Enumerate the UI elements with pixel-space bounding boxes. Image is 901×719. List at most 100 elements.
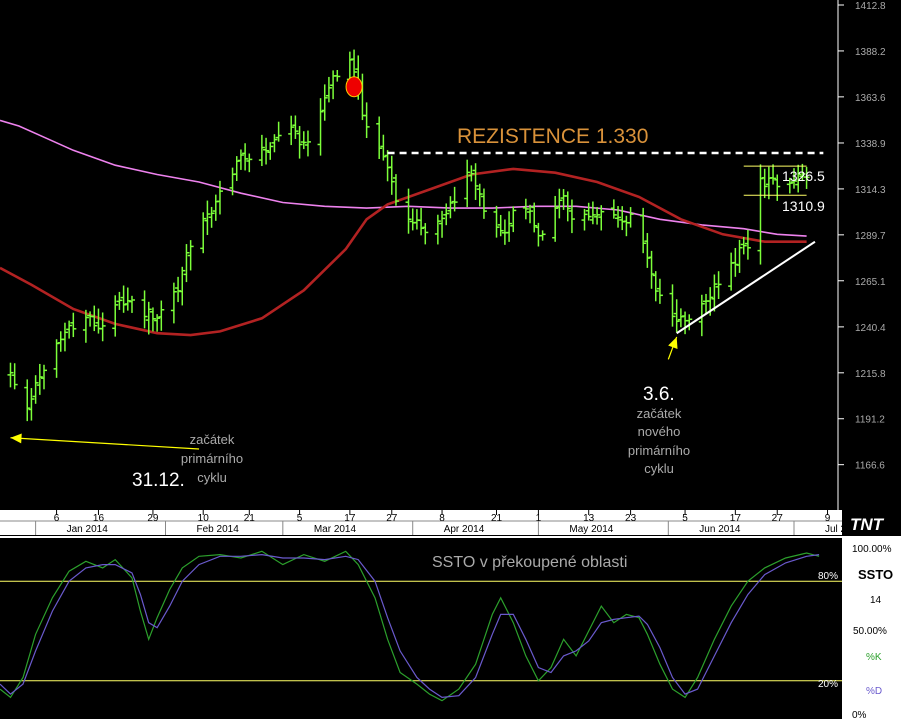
price-bar: [258, 134, 265, 167]
range-high-label: 1326.5: [782, 168, 825, 184]
start-date-label: 31.12.: [132, 470, 185, 491]
price-tick-label: 1215.8: [855, 369, 886, 380]
price-bar: [615, 206, 622, 228]
price-bar: [736, 239, 743, 273]
logo-text: TNT: [850, 515, 885, 534]
new-note-line: nového: [638, 424, 681, 439]
price-bar: [216, 180, 223, 215]
price-bar: [439, 210, 446, 238]
day-tick-label: 6: [54, 513, 60, 524]
ma-short-line: [0, 119, 807, 237]
month-label: Jun 2014: [699, 524, 741, 535]
price-bar: [200, 212, 207, 254]
day-tick-label: 23: [625, 513, 637, 524]
price-bar: [711, 274, 718, 312]
price-bar: [317, 98, 324, 156]
price-bar: [388, 155, 395, 195]
price-bar: [158, 300, 165, 331]
stoch-title: SSTO v překoupené oblasti: [432, 554, 627, 571]
price-bar: [581, 208, 588, 231]
price-bar: [627, 207, 634, 228]
stoch-lines: [0, 550, 820, 702]
day-tick-label: 9: [825, 513, 831, 524]
price-bar: [61, 322, 68, 352]
start-cycle-note: začátek primárního cyklu: [181, 432, 243, 485]
month-label: Feb 2014: [197, 524, 240, 535]
price-bar: [91, 305, 98, 332]
price-tick-label: 1191.2: [855, 415, 885, 426]
stoch-d-line: [0, 553, 820, 699]
stoch-k-line: [0, 550, 820, 702]
price-bar: [761, 168, 768, 199]
stoch-period-label: 14: [870, 595, 882, 606]
price-bar: [656, 278, 663, 304]
stoch-top-label: 100.00%: [852, 544, 892, 555]
price-bar: [321, 84, 328, 121]
price-bar: [640, 207, 647, 254]
price-bar: [480, 188, 487, 219]
price-bar: [246, 153, 253, 173]
price-bar: [564, 191, 571, 222]
price-bar: [183, 244, 190, 283]
stoch-k-label: %K: [866, 652, 882, 663]
month-label: Jan 2014: [67, 524, 109, 535]
price-bar: [552, 195, 559, 242]
price-bar: [476, 183, 483, 207]
price-bar: [32, 375, 39, 404]
price-bar: [179, 266, 186, 306]
moving-averages: [0, 119, 807, 337]
day-tick-label: 29: [147, 513, 159, 524]
date-axis-band: [0, 510, 842, 535]
price-bar: [242, 143, 249, 171]
price-bar: [770, 164, 777, 185]
price-bar: [275, 121, 282, 142]
price-bar: [556, 188, 563, 219]
price-bar: [422, 223, 429, 245]
price-bar: [493, 205, 500, 238]
price-bar: [539, 230, 546, 241]
new-cycle-date-label: 3.6.: [643, 384, 675, 405]
day-tick-label: 5: [297, 513, 303, 524]
price-bar: [363, 102, 370, 139]
price-tick-label: 1240.4: [855, 323, 886, 334]
day-tick-label: 10: [198, 513, 210, 524]
price-bar: [380, 134, 387, 161]
price-bar: [803, 166, 810, 189]
price-bar: [288, 115, 295, 146]
price-bar: [757, 164, 764, 265]
price-bar: [531, 202, 538, 233]
start-cycle-arrow-shaft: [10, 437, 200, 450]
price-bar: [598, 205, 605, 231]
price-bar: [351, 49, 358, 80]
price-bar: [99, 312, 106, 342]
price-y-axis: 1166.6 1191.2 1215.8 1240.4 1265.1 1289.7 1314…: [838, 1, 886, 472]
price-bar: [451, 186, 458, 212]
price-tick-label: 1289.7: [855, 231, 886, 242]
price-bar: [799, 163, 806, 182]
day-tick-label: 1: [536, 513, 542, 524]
price-bar: [204, 200, 211, 236]
top-marker: [345, 76, 363, 98]
price-tick-label: 1388.2: [855, 47, 886, 58]
price-bar: [774, 174, 781, 201]
price-tick-label: 1265.1: [855, 277, 886, 288]
day-tick-label: 27: [772, 513, 784, 524]
price-bar: [300, 131, 307, 150]
price-bar: [791, 168, 798, 189]
price-bar: [304, 130, 311, 157]
price-bar: [7, 362, 14, 388]
price-tick-label: 1166.6: [855, 461, 885, 472]
price-bar: [594, 206, 601, 225]
price-tick-label: 1314.3: [855, 185, 886, 196]
price-bar: [11, 363, 18, 390]
price-bar: [70, 312, 77, 338]
price-bar: [145, 301, 152, 335]
price-panel: 1166.6 1191.2 1215.8 1240.4 1265.1 1289.7 1314…: [0, 0, 886, 510]
stoch-axis-band: [842, 538, 901, 719]
price-tick-label: 1338.9: [855, 139, 886, 150]
price-bar: [447, 196, 454, 219]
price-bar: [82, 309, 89, 343]
level-80-label: 80%: [818, 571, 838, 582]
